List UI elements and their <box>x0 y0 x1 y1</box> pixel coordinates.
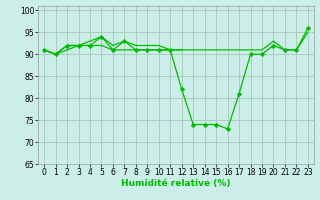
X-axis label: Humidité relative (%): Humidité relative (%) <box>121 179 231 188</box>
